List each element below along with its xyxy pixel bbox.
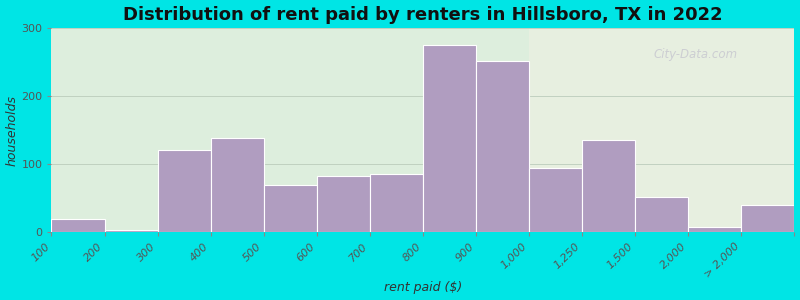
Bar — [582, 140, 635, 232]
Bar — [370, 174, 423, 232]
Bar — [476, 61, 529, 232]
Bar — [742, 205, 794, 232]
Title: Distribution of rent paid by renters in Hillsboro, TX in 2022: Distribution of rent paid by renters in … — [123, 6, 722, 24]
Bar — [423, 45, 476, 232]
Bar — [264, 184, 317, 232]
Bar — [635, 197, 688, 232]
Y-axis label: households: households — [6, 94, 18, 166]
Bar — [210, 138, 264, 232]
Bar — [317, 176, 370, 232]
Bar — [105, 230, 158, 232]
Bar — [529, 167, 582, 232]
Text: City-Data.com: City-Data.com — [654, 48, 738, 61]
Bar — [51, 219, 105, 232]
Bar — [158, 151, 210, 232]
X-axis label: rent paid ($): rent paid ($) — [384, 281, 462, 294]
Bar — [688, 227, 742, 232]
